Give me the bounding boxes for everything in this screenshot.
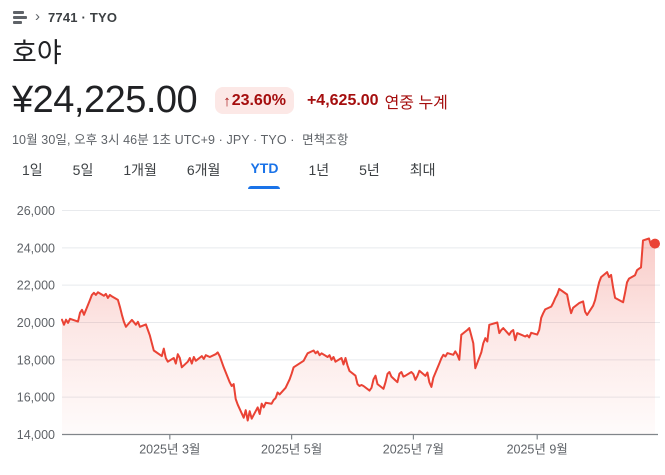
chevron-right-icon: ›	[35, 8, 40, 25]
y-axis-label: 14,000	[17, 428, 55, 442]
page-title: 호야	[12, 38, 62, 68]
y-axis-label: 24,000	[17, 241, 55, 255]
percent-change-badge: ↑ 23.60%	[215, 87, 294, 114]
area-fill	[62, 238, 655, 435]
breadcrumb: › 7741 · TYO	[13, 8, 118, 25]
tab-5d[interactable]: 5일	[72, 162, 94, 178]
current-price: ¥24,225.00	[12, 79, 198, 121]
endpoint-dot	[650, 238, 660, 249]
price-chart[interactable]: 26,000 24,000 22,000 20,000 18,000 16,000 14,0…	[0, 192, 665, 475]
tab-1m[interactable]: 1개월	[123, 162, 157, 178]
change-period-label: 연중 누계	[384, 94, 448, 112]
y-axis-label: 26,000	[17, 204, 55, 218]
disclaimer-link[interactable]: 면책조항	[302, 133, 349, 147]
up-arrow-icon: ↑	[223, 92, 231, 110]
tab-ytd[interactable]: YTD	[248, 160, 281, 189]
y-axis-label: 20,000	[17, 316, 55, 330]
x-axis-label: 2025년 5월	[261, 443, 322, 457]
absolute-change: +4,625.00	[306, 91, 379, 109]
x-axis-label: 2025년 7월	[383, 443, 444, 457]
tab-1d[interactable]: 1일	[22, 162, 43, 178]
tab-1y[interactable]: 1년	[308, 162, 330, 178]
tab-6m[interactable]: 6개월	[186, 162, 221, 178]
finance-home-icon[interactable]	[13, 11, 27, 24]
ticker-symbol: 7741 · TYO	[48, 10, 118, 25]
tab-max[interactable]: 최대	[409, 162, 436, 178]
tab-5y[interactable]: 5년	[359, 162, 380, 178]
price-header: ¥24,225.00 ↑ 23.60% +4,625.00 연중 누계	[12, 79, 448, 122]
range-tabs: 1일 5일 1개월 6개월 YTD 1년 5년 최대	[22, 160, 436, 189]
y-axis-label: 16,000	[17, 391, 55, 405]
quote-meta-line: 10월 30일, 오후 3시 46분 1초 UTC+9 · JPY · TYO …	[12, 129, 348, 148]
x-axis-label: 2025년 9월	[507, 443, 568, 457]
percent-change-value: 23.60%	[231, 92, 286, 109]
y-axis-label: 18,000	[17, 353, 55, 367]
y-axis-label: 22,000	[17, 279, 55, 293]
price-line	[61, 237, 656, 422]
quote-timestamp: 10월 30일, 오후 3시 46분 1초 UTC+9 · JPY · TYO …	[12, 133, 295, 147]
x-axis-label: 2025년 3월	[139, 443, 200, 457]
